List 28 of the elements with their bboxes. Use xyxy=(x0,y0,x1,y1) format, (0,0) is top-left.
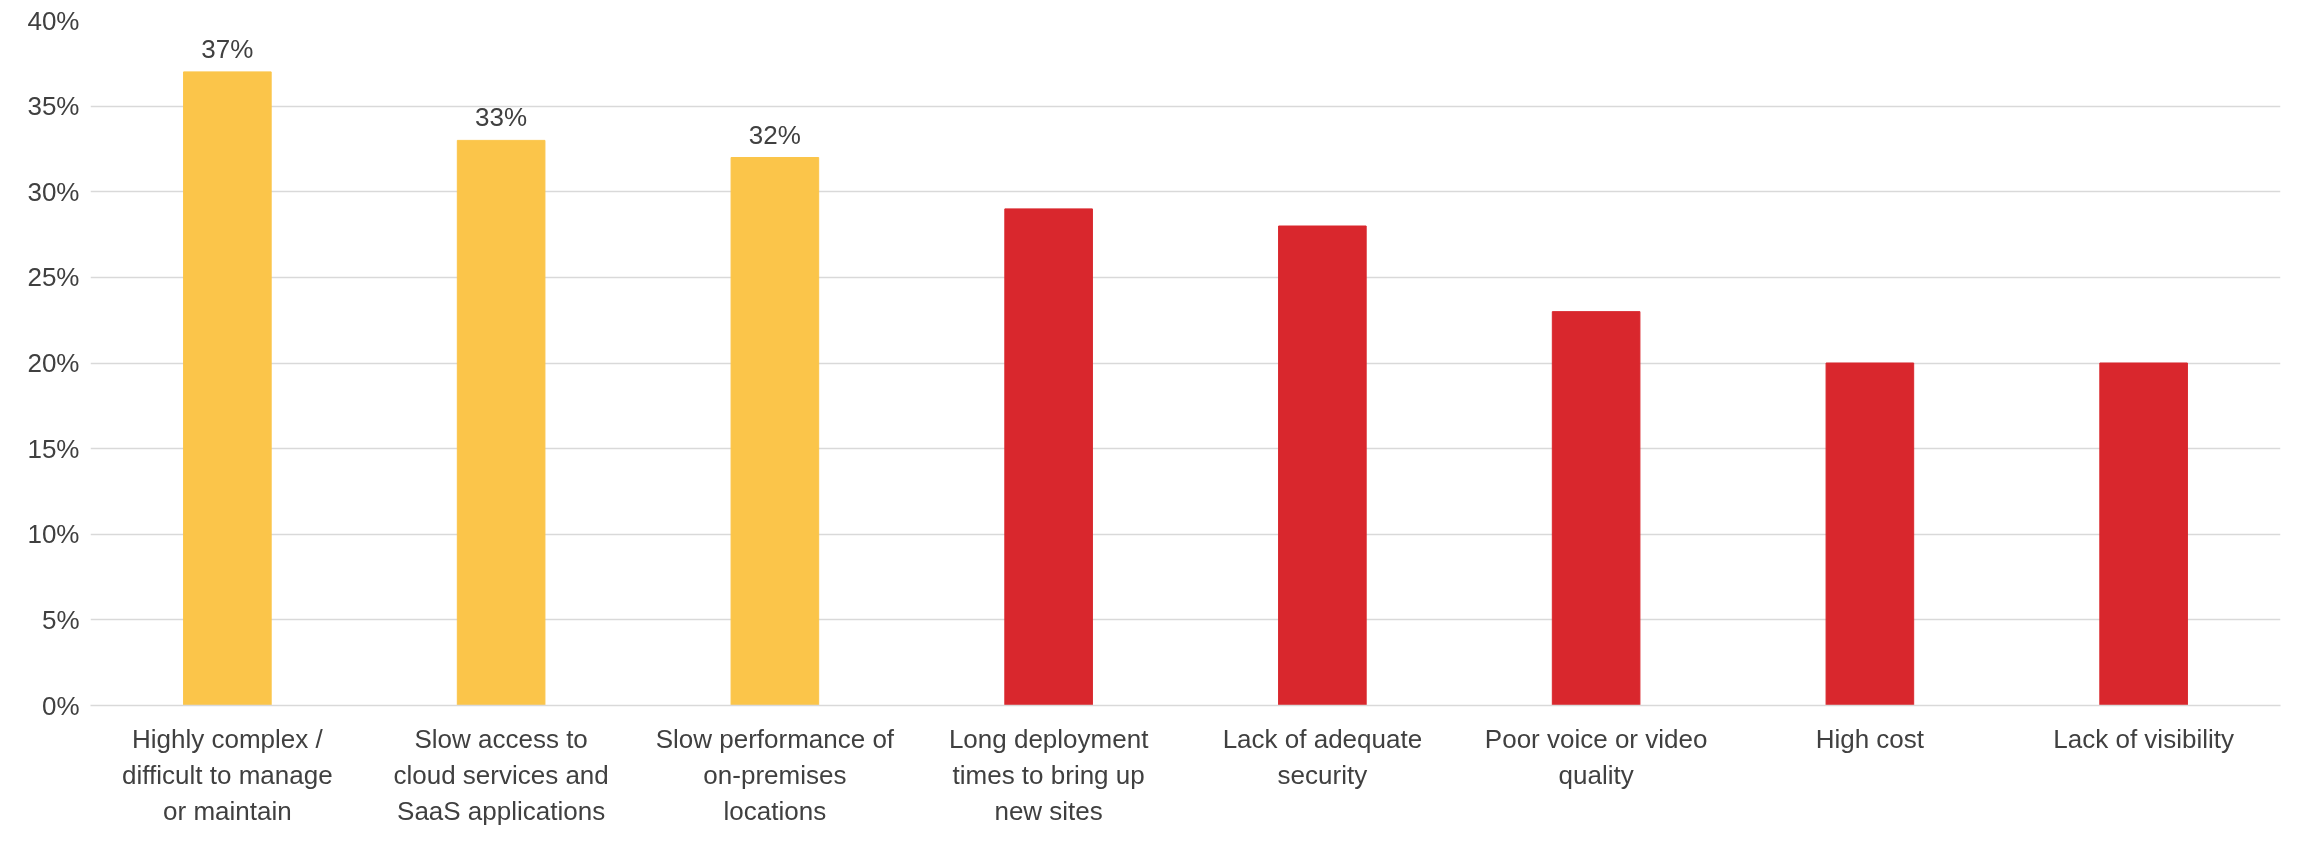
x-tick-label: Long deployment times to bring up new sites xyxy=(948,723,1150,826)
x-tick-label: Lack of adequate security xyxy=(1222,723,1423,790)
y-tick-label: 25% xyxy=(27,262,80,293)
data-label: 33% xyxy=(475,102,528,133)
y-tick-label: 10% xyxy=(27,519,80,550)
x-tick-label: Slow performance of on-premises locations xyxy=(655,723,895,826)
y-tick-label: 40% xyxy=(27,5,80,36)
x-tick-label: Highly complex / difficult to manage or maintain xyxy=(122,723,333,826)
bar xyxy=(730,157,820,706)
y-tick-label: 15% xyxy=(27,433,80,464)
x-tick-label: Poor voice or video quality xyxy=(1484,723,1708,790)
bar xyxy=(1278,225,1367,706)
bar xyxy=(1004,208,1093,706)
y-tick-label: 0% xyxy=(41,690,80,721)
bar xyxy=(1551,311,1641,706)
y-tick-label: 30% xyxy=(27,176,80,207)
x-tick-label: High cost xyxy=(1815,723,1925,754)
x-tick-label: Lack of visibility xyxy=(2053,723,2234,754)
y-tick-label: 35% xyxy=(27,91,80,122)
y-tick-label: 20% xyxy=(27,348,80,378)
y-tick-label: 5% xyxy=(41,604,80,635)
x-tick-label: Slow access to cloud services and SaaS applications xyxy=(393,723,609,826)
data-label: 32% xyxy=(748,119,801,150)
data-label: 37% xyxy=(201,33,254,64)
bar xyxy=(1825,362,1915,706)
bar xyxy=(456,139,546,706)
bar xyxy=(183,71,272,706)
bar xyxy=(2099,362,2188,706)
